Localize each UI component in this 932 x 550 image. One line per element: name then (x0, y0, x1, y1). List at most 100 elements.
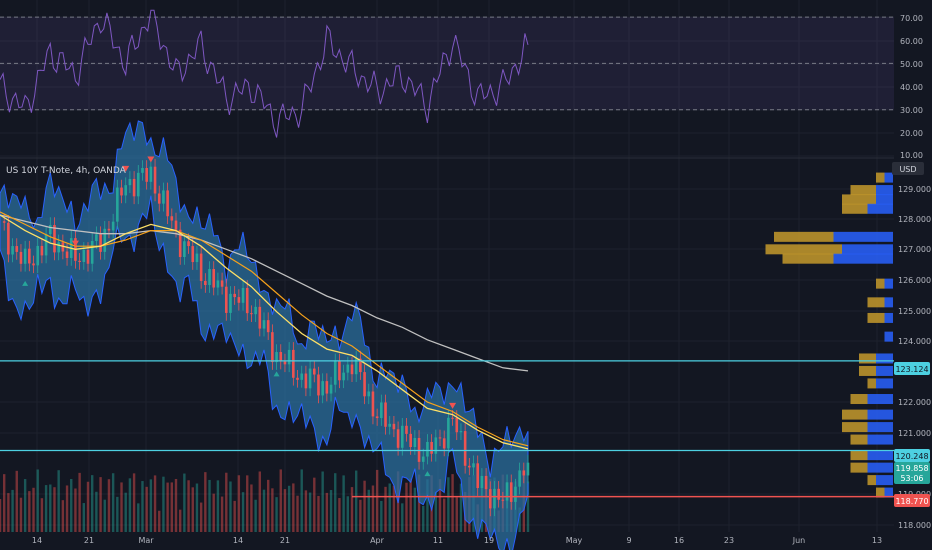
volume-bar (438, 479, 442, 532)
candle-body (476, 463, 480, 489)
candle-body (400, 425, 404, 448)
candle-body (497, 488, 500, 500)
volume-profile-sell (842, 422, 868, 433)
candle-body (237, 297, 241, 303)
candle-body (438, 437, 442, 439)
candle-body (36, 245, 40, 266)
volume-bar (53, 487, 56, 532)
volume-bar (426, 479, 429, 532)
volume-bar (2, 474, 6, 532)
candle-body (40, 245, 44, 256)
price-pane[interactable]: US 10Y T-Note, 4h, OANDA (0, 120, 894, 550)
volume-profile-buy (876, 185, 893, 196)
candle-body (254, 306, 257, 315)
candle-body (57, 242, 60, 253)
volume-bar (23, 479, 27, 532)
volume-bar (392, 485, 396, 532)
volume-bar (153, 475, 157, 532)
candle-body (95, 234, 98, 241)
volume-bar (283, 489, 287, 532)
volume-bar (99, 477, 102, 532)
volume-bar (388, 483, 391, 532)
volume-profile-sell (876, 278, 885, 289)
candle-body (509, 482, 513, 502)
volume-bars (0, 469, 530, 532)
candle-body (120, 187, 123, 196)
candle-body (434, 437, 438, 454)
candle-body (183, 241, 186, 258)
volume-bar (375, 469, 379, 532)
candle-body (455, 417, 459, 433)
volume-bar (317, 495, 320, 532)
volume-profile-sell (850, 394, 868, 405)
price-tick: 125.000 (898, 307, 931, 316)
volume-profile-buy (867, 203, 893, 214)
volume-bar (434, 491, 438, 532)
rsi-levels (0, 16, 894, 111)
sell-signal-marker (147, 156, 155, 163)
time-tick: 14 (233, 536, 243, 545)
volume-bar (346, 496, 350, 532)
candle-body (375, 416, 379, 419)
rsi-tick: 50.00 (900, 60, 923, 69)
volume-bar (459, 483, 463, 532)
volume-profile-sell (774, 231, 834, 242)
volume-bar (28, 491, 31, 532)
volume-bar (342, 475, 345, 532)
volume-bar (233, 500, 236, 532)
candle-body (86, 249, 90, 264)
candle-body (174, 220, 178, 230)
candles (2, 158, 530, 517)
candle-body (451, 417, 454, 419)
volume-profile-buy (884, 172, 893, 183)
volume-bar (174, 478, 178, 532)
rsi-tick: 10.00 (900, 151, 923, 160)
volume-profile-sell (876, 172, 885, 183)
volume-bar (132, 473, 136, 532)
ma-fast (0, 214, 529, 450)
volume-bar (191, 487, 194, 532)
price-tick: 121.000 (898, 429, 931, 438)
price-tag-high (894, 362, 930, 375)
volume-bar (447, 477, 450, 532)
volume-bar (241, 492, 245, 532)
volume-profile-sell (859, 353, 876, 364)
volume-bar (258, 471, 262, 532)
candle-body (262, 320, 266, 329)
candle-body (426, 441, 429, 457)
candle-body (166, 190, 169, 217)
candle-body (317, 374, 320, 396)
candle-body (90, 240, 94, 264)
candle-body (405, 425, 408, 434)
candle-body (124, 185, 128, 196)
volume-bar (86, 481, 90, 532)
candle-body (413, 437, 417, 448)
candle-body (518, 470, 521, 487)
volume-profile-buy (842, 244, 893, 255)
time-tick: Jun (792, 536, 806, 545)
time-tick: 13 (872, 536, 882, 545)
rsi-pane[interactable] (0, 9, 894, 138)
candle-body (258, 306, 262, 329)
volume-bar (128, 478, 132, 532)
volume-bar (216, 480, 220, 532)
currency-label: USD (899, 165, 916, 174)
time-tick: 14 (32, 536, 42, 545)
volume-profile-sell (842, 409, 868, 420)
candle-body (346, 364, 350, 373)
volume-profile-sell (842, 194, 876, 205)
volume-bar (417, 474, 421, 532)
time-tick: 19 (484, 536, 494, 545)
price-tick: 128.000 (898, 215, 931, 224)
price-tag-high-text: 123.124 (895, 365, 928, 374)
price-tag-support-text: 118.770 (895, 497, 928, 506)
volume-bar (518, 507, 521, 532)
price-tag-low-text: 120.248 (895, 452, 928, 461)
volume-bar (162, 476, 165, 532)
buy-signal-marker (273, 371, 280, 377)
candle-body (488, 489, 492, 509)
volume-profile-sell (850, 434, 868, 445)
volume-bar (74, 488, 77, 532)
volume-bar (178, 509, 182, 532)
